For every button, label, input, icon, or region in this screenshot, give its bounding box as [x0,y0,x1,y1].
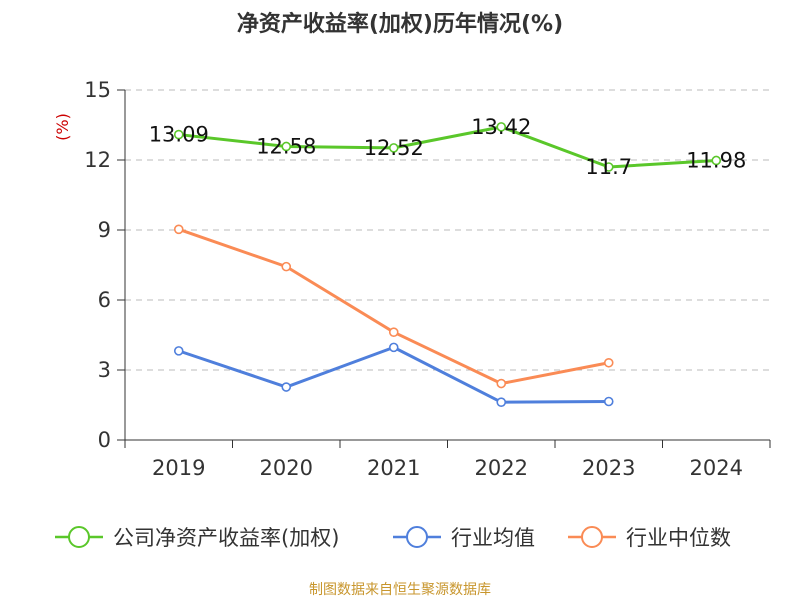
legend-marker [68,526,90,548]
legend-label: 公司净资产收益率(加权) [113,526,339,550]
legend-label: 行业中位数 [626,526,731,550]
data-point [281,261,292,272]
data-labels: 13.09 12.58 12.52 13.42 11.7 11.98 [149,115,747,179]
data-point [388,342,399,353]
data-label: 11.98 [686,148,746,172]
data-point [281,141,292,152]
x-tick-label: 2019 [152,456,205,480]
legend: 公司净资产收益率(加权) 行业均值 行业中位数 [55,526,731,550]
data-point [173,224,184,235]
series-line [178,125,717,169]
data-label: 13.09 [149,123,209,147]
grid-lines [125,89,770,371]
x-tick-label: 2021 [367,456,420,480]
legend-marker [581,526,603,548]
series-line [178,227,610,386]
y-tick-label: 6 [98,288,111,312]
data-point [388,143,399,153]
y-tick-label: 3 [98,358,111,382]
data-point [388,327,399,338]
data-label: 11.7 [585,155,632,179]
data-point [496,122,507,132]
data-point [496,378,507,389]
y-axis-label: (%) [53,113,72,141]
data-label: 13.42 [471,115,531,139]
y-tick-label: 15 [84,78,111,102]
x-tick-label: 2022 [475,456,528,480]
y-tick-label: 9 [98,218,111,242]
data-point [173,346,184,356]
legend-marker [406,526,428,548]
series-layer [173,122,722,408]
x-tick-label: 2020 [260,456,313,480]
data-point [603,162,614,172]
data-point [603,396,614,407]
data-point [173,129,184,140]
data-point [711,155,722,166]
x-tick-label: 2024 [690,456,743,480]
axes: 0 3 6 9 12 15 2019 2020 2021 2022 2023 2024 (%) [53,78,771,480]
data-point [603,357,614,368]
data-label: 12.52 [364,136,424,160]
x-tick-label: 2023 [582,456,635,480]
y-tick-label: 12 [84,148,111,172]
legend-label: 行业均值 [451,526,535,550]
source-note: 制图数据来自恒生聚源数据库 [309,582,491,598]
y-tick-label: 0 [98,428,111,452]
data-label: 12.58 [256,134,316,158]
data-point [281,382,292,392]
data-point [496,397,507,408]
chart-title: 净资产收益率(加权)历年情况(%) [236,12,564,37]
